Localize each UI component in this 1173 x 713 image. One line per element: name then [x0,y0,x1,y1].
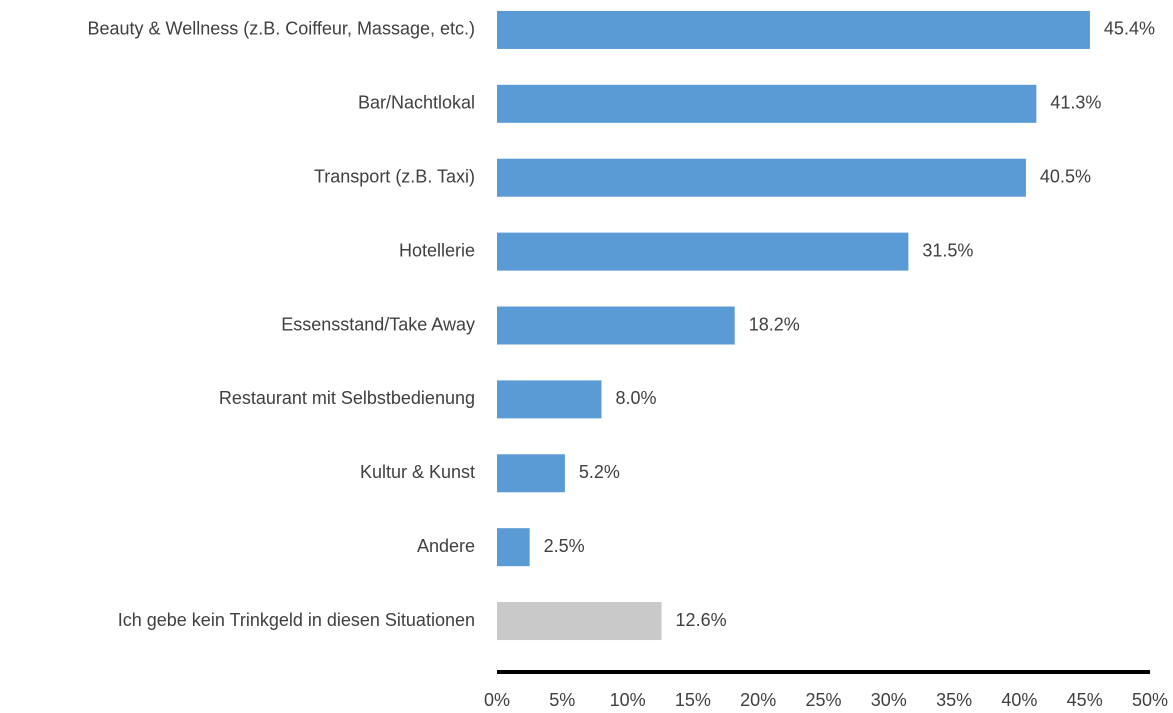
y-tick-label: Hotellerie [399,240,475,260]
data-label: 31.5% [922,240,973,260]
data-label: 5.2% [579,462,620,482]
x-tick-label: 45% [1067,690,1103,710]
y-tick-label: Transport (z.B. Taxi) [314,166,475,186]
y-tick-label: Beauty & Wellness (z.B. Coiffeur, Massag… [87,19,475,39]
x-tick-label: 15% [675,690,711,710]
bar [497,84,1037,123]
x-tick-label: 10% [610,690,646,710]
bar [497,10,1090,49]
data-label: 2.5% [544,536,585,556]
y-tick-label: Ich gebe kein Trinkgeld in diesen Situat… [118,610,475,630]
x-tick-label: 50% [1132,690,1168,710]
x-tick-label: 5% [549,690,575,710]
x-tick-label: 35% [936,690,972,710]
data-label: 45.4% [1104,19,1155,39]
y-tick-label: Bar/Nachtlokal [358,93,475,113]
data-label: 12.6% [676,610,727,630]
bar [497,158,1026,197]
bar [497,306,735,345]
bar [497,232,909,271]
x-tick-label: 30% [871,690,907,710]
y-tick-label: Restaurant mit Selbstbedienung [219,388,475,408]
x-tick-label: 0% [484,690,510,710]
data-label: 40.5% [1040,166,1091,186]
data-label: 18.2% [749,314,800,334]
bar [497,454,565,493]
y-tick-label: Essensstand/Take Away [281,314,475,334]
y-tick-label: Kultur & Kunst [360,462,475,482]
x-tick-label: 20% [740,690,776,710]
x-tick-label: 25% [805,690,841,710]
y-tick-label: Andere [417,536,475,556]
x-tick-label: 40% [1001,690,1037,710]
bar [497,528,530,567]
data-label: 41.3% [1050,93,1101,113]
bar [497,380,602,419]
data-label: 8.0% [615,388,656,408]
bar [497,602,662,641]
